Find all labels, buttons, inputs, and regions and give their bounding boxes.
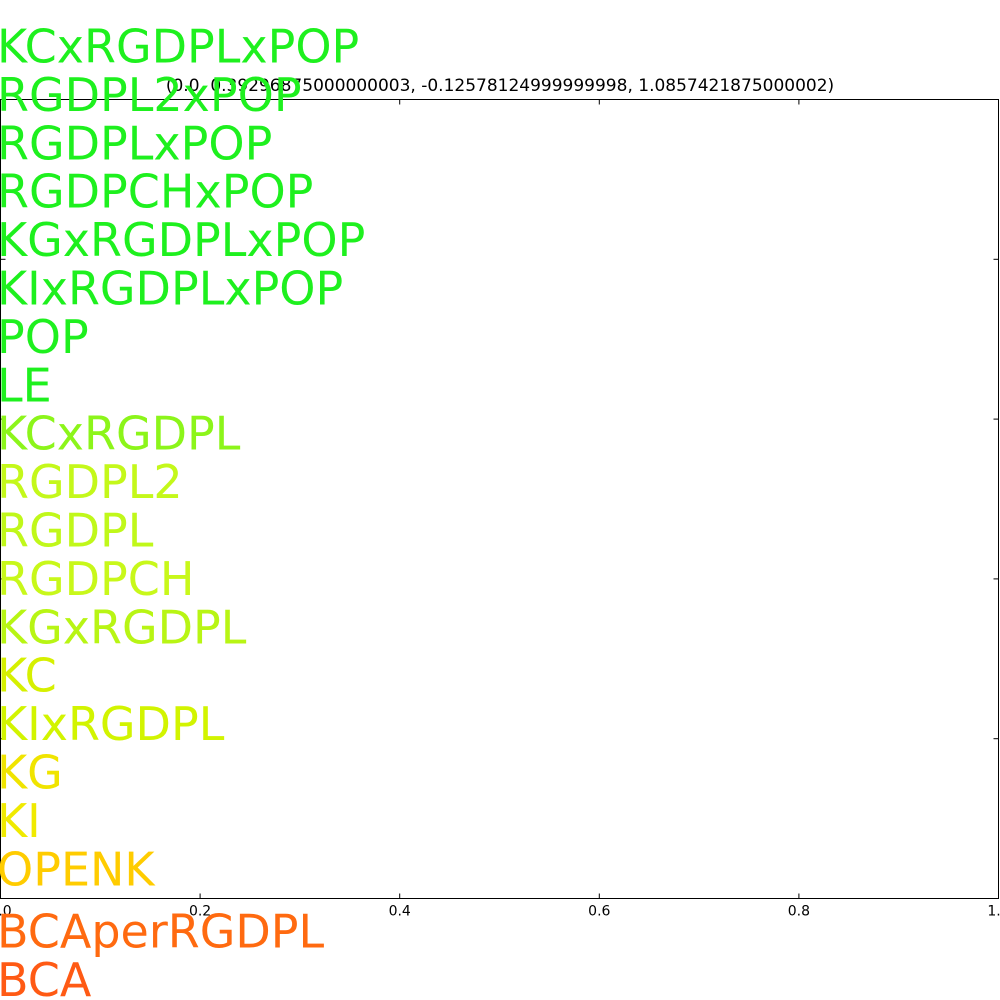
label-text: KIxRGDPL [0, 697, 225, 751]
label-text: OPENK [0, 842, 156, 896]
x-tick-label: 0.8 [788, 904, 810, 920]
label-text: BCA [0, 953, 92, 1000]
label-text: KGxRGDPLxPOP [0, 213, 365, 267]
label-text: KC [0, 649, 57, 703]
label-text: KCxRGDPL [0, 407, 241, 461]
x-tick-label: 0.4 [389, 904, 411, 920]
label-text: BCAperRGDPL [0, 905, 325, 959]
label-text: KIxRGDPLxPOP [0, 262, 343, 316]
chart-title: (0.0, 0.39296875000000003, -0.1257812499… [166, 76, 834, 96]
label-text: RGDPL2xPOP [0, 68, 302, 122]
label-text: LE [0, 358, 52, 412]
x-tick-label: 0.2 [189, 904, 211, 920]
label-text: RGDPLxPOP [0, 116, 272, 170]
x-tick-label: 0.6 [588, 904, 610, 920]
label-text: POP [0, 310, 89, 364]
label-text: RGDPCH [0, 552, 194, 606]
label-text: KCxRGDPLxPOP [0, 20, 359, 74]
label-text: KGxRGDPL [0, 600, 247, 654]
label-text: RGDPCHxPOP [0, 165, 313, 219]
x-tick-label: 0.0 [0, 904, 12, 920]
label-text: KG [0, 746, 63, 800]
label-text: RGDPL2 [0, 455, 183, 509]
x-tick-label: 1.0 [987, 904, 1000, 920]
label-text: RGDPL [0, 504, 154, 558]
axes-frame [0, 99, 999, 899]
label-text: KI [0, 794, 41, 848]
